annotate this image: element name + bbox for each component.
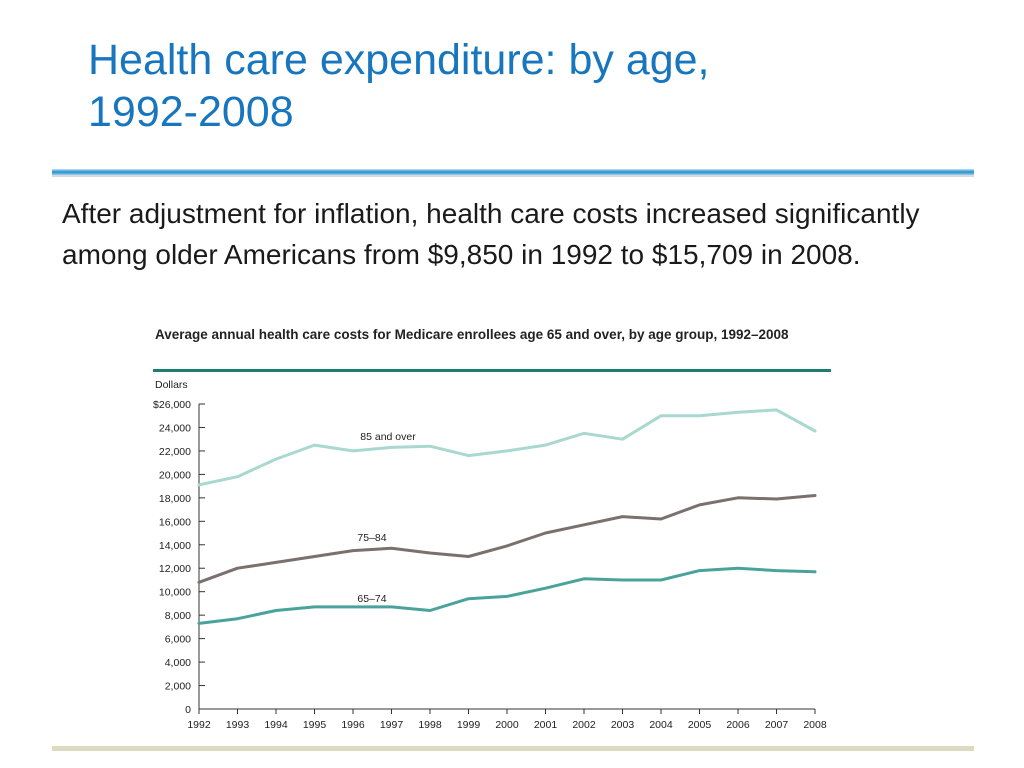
footer-divider: [52, 746, 974, 751]
y-tick-label: 24,000: [159, 422, 191, 434]
slide-title-line1: Health care expenditure: by age,: [88, 36, 710, 84]
slide-body-text: After adjustment for inflation, health c…: [62, 198, 920, 270]
y-tick-label: 20,000: [159, 469, 191, 481]
y-tick-label: 10,000: [159, 587, 191, 599]
series-label: 85 and over: [360, 431, 416, 443]
y-tick-label: 22,000: [159, 446, 191, 458]
x-tick-label: 1998: [418, 719, 442, 731]
series-line-2: [197, 566, 817, 625]
x-tick-label: 1997: [380, 719, 404, 731]
title-divider: [52, 169, 974, 177]
slide-title: Health care expenditure: by age, 1992-20…: [88, 34, 968, 138]
x-tick-label: 1993: [226, 719, 250, 731]
series-label: 65–74: [357, 593, 386, 605]
y-tick-label: $26,000: [153, 399, 191, 411]
series-line-1: [197, 494, 817, 584]
y-tick-label: 4,000: [165, 657, 191, 669]
x-tick-label: 1995: [303, 719, 327, 731]
y-tick-label: 8,000: [165, 610, 191, 622]
x-tick-label: 2005: [688, 719, 712, 731]
x-tick-label: 2006: [726, 719, 750, 731]
x-tick-label: 1992: [187, 719, 211, 731]
x-tick-label: 2003: [611, 719, 635, 731]
x-tick-label: 1999: [457, 719, 481, 731]
y-tick-label: 0: [185, 704, 191, 716]
y-tick-label: 16,000: [159, 516, 191, 528]
x-tick-label: 2000: [495, 719, 519, 731]
y-tick-label: 12,000: [159, 563, 191, 575]
chart-title-divider: [153, 369, 831, 372]
x-tick-label: 1994: [264, 719, 288, 731]
y-axis-label: Dollars: [155, 379, 188, 391]
x-tick-label: 2002: [572, 719, 596, 731]
series-line-0: [197, 408, 817, 487]
chart-title: Average annual health care costs for Med…: [155, 327, 789, 342]
x-tick-label: 2004: [649, 719, 673, 731]
x-tick-label: 2001: [534, 719, 558, 731]
slide-title-line2: 1992-2008: [88, 88, 294, 136]
y-tick-label: 14,000: [159, 540, 191, 552]
x-tick-label: 2007: [765, 719, 789, 731]
series-label: 75–84: [357, 532, 386, 544]
y-tick-label: 18,000: [159, 493, 191, 505]
x-tick-label: 1996: [341, 719, 365, 731]
y-tick-label: 6,000: [165, 634, 191, 646]
y-tick-label: 2,000: [165, 681, 191, 693]
x-tick-label: 2008: [803, 719, 827, 731]
